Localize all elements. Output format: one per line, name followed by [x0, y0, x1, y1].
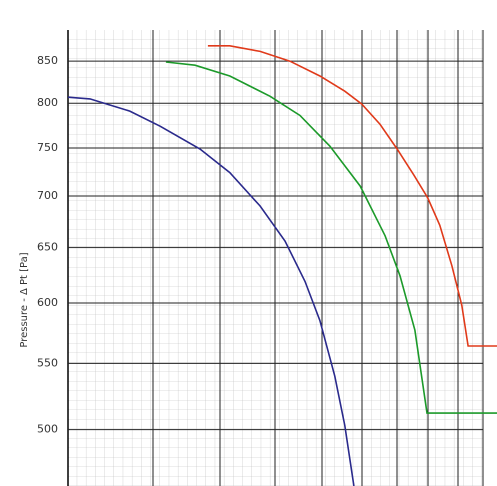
y-tick-label: 850 — [37, 54, 58, 67]
curve — [165, 61, 497, 414]
curve — [207, 45, 497, 347]
y-tick-label: 750 — [37, 141, 58, 154]
y-tick-label: 650 — [37, 240, 58, 253]
y-tick-label: 600 — [37, 296, 58, 309]
y-axis-label: Pressure - Δ Pt [Pa] — [19, 252, 30, 347]
y-tick-label: 800 — [37, 96, 58, 109]
major-x-grid — [152, 30, 484, 486]
y-tick-label: 550 — [37, 356, 58, 369]
curve — [67, 96, 355, 486]
y-tick-label: 700 — [37, 189, 58, 202]
y-tick-label: 500 — [37, 423, 58, 436]
